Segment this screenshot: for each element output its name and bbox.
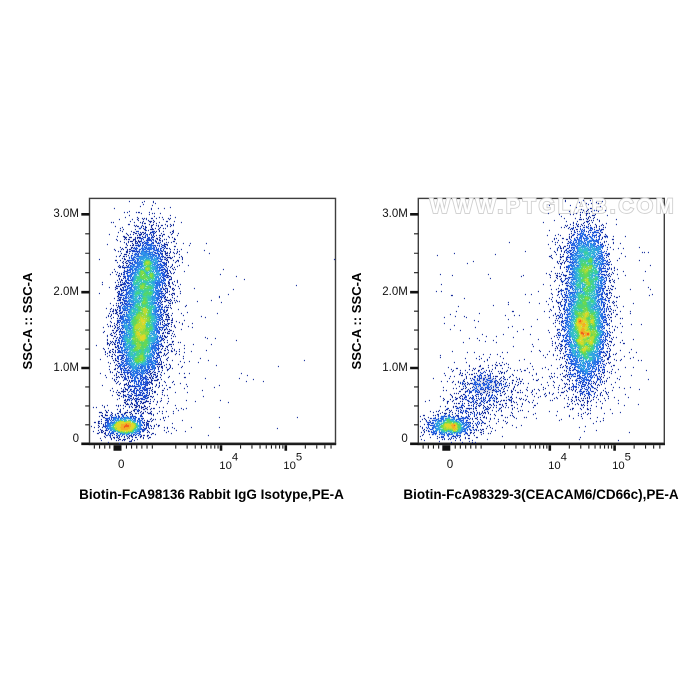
svg-text:WWW.PTGLAB.COM: WWW.PTGLAB.COM <box>430 194 677 218</box>
